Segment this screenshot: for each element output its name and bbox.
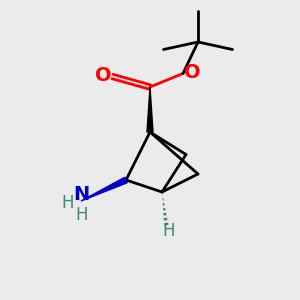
Text: H: H xyxy=(163,222,175,240)
Text: N: N xyxy=(73,185,89,204)
Text: O: O xyxy=(94,66,111,85)
Text: H: H xyxy=(61,194,74,212)
Text: O: O xyxy=(184,63,201,82)
Text: H: H xyxy=(75,206,88,224)
Polygon shape xyxy=(81,177,127,201)
Polygon shape xyxy=(147,87,153,132)
